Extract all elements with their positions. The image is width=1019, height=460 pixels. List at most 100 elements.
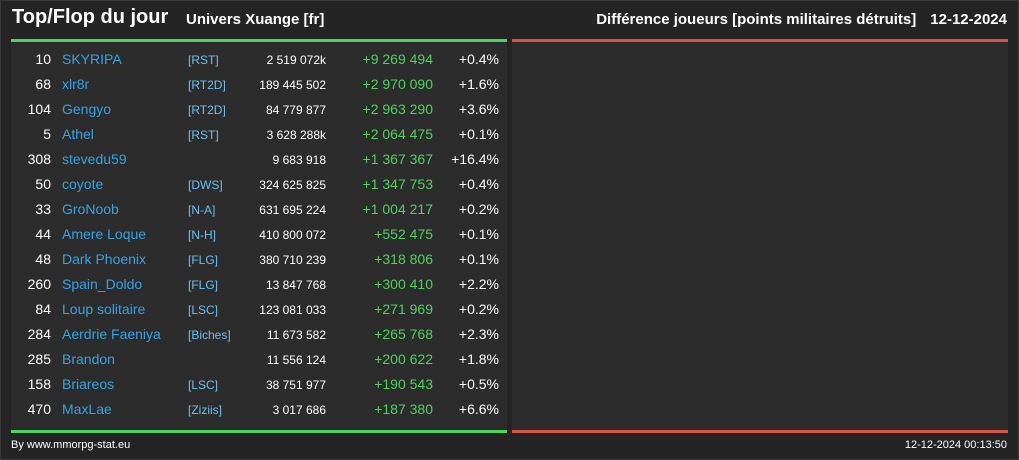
footer-credit[interactable]: By www.mmorpg-stat.eu xyxy=(11,439,131,451)
table-row: 50 coyote [DWS] 324 625 825 +1 347 753 +0.4% xyxy=(11,172,507,197)
ranking-subtitle: Différence joueurs [points militaires dé… xyxy=(596,11,917,28)
table-row: 10 SKYRIPA [RST] 2 519 072k +9 269 494 +0.4% xyxy=(11,47,507,72)
rank-cell: 260 xyxy=(27,276,51,292)
alliance-tag-link[interactable]: [RST] xyxy=(188,53,219,67)
player-name-link[interactable]: coyote xyxy=(62,176,104,192)
percent-cell: +0.2% xyxy=(458,301,499,317)
difference-cell: +552 475 xyxy=(374,226,433,242)
difference-cell: +200 622 xyxy=(374,351,433,367)
percent-cell: +0.4% xyxy=(458,51,499,67)
difference-cell: +318 806 xyxy=(374,251,433,267)
difference-cell: +271 969 xyxy=(374,301,433,317)
percent-cell: +1.8% xyxy=(458,351,499,367)
alliance-tag-link[interactable]: [FLG] xyxy=(188,253,219,267)
rank-cell: 158 xyxy=(27,376,51,392)
player-name-link[interactable]: Briareos xyxy=(62,376,115,392)
player-name-link[interactable]: Gengyo xyxy=(62,101,112,117)
difference-cell: +2 970 090 xyxy=(362,76,433,92)
percent-cell: +0.1% xyxy=(458,251,499,267)
difference-cell: +187 380 xyxy=(374,401,433,417)
percent-cell: +1.6% xyxy=(458,76,499,92)
difference-cell: +1 004 217 xyxy=(362,201,433,217)
points-cell: 324 625 825 xyxy=(259,178,326,192)
alliance-tag-link[interactable]: [LSC] xyxy=(188,378,219,392)
rank-cell: 68 xyxy=(35,76,51,92)
flop-divider-top xyxy=(512,39,1008,42)
difference-cell: +190 543 xyxy=(374,376,433,392)
alliance-tag-link[interactable]: [N-A] xyxy=(188,203,216,217)
player-name-link[interactable]: SKYRIPA xyxy=(62,51,122,67)
table-row: 48 Dark Phoenix [FLG] 380 710 239 +318 806 +0… xyxy=(11,247,507,272)
points-cell: 123 081 033 xyxy=(259,303,326,317)
percent-cell: +2.3% xyxy=(458,326,499,342)
table-row: 84 Loup solitaire [LSC] 123 081 033 +271 969… xyxy=(11,297,507,322)
player-name-link[interactable]: Aerdrie Faeniya xyxy=(62,326,161,342)
points-cell: 38 751 977 xyxy=(265,378,326,392)
table-row: 44 Amere Loque [N-H] 410 800 072 +552 475 +0.… xyxy=(11,222,507,247)
table-row: 470 MaxLae [Ziziis] 3 017 686 +187 380 +6.6% xyxy=(11,397,507,422)
difference-cell: +9 269 494 xyxy=(362,51,433,67)
percent-cell: +2.2% xyxy=(458,276,499,292)
top-list: 10 SKYRIPA [RST] 2 519 072k +9 269 494 +0.4% 6… xyxy=(11,47,507,422)
points-cell: 84 779 877 xyxy=(265,103,326,117)
rank-cell: 44 xyxy=(35,226,51,242)
percent-cell: +6.6% xyxy=(458,401,499,417)
table-row: 33 GroNoob [N-A] 631 695 224 +1 004 217 +0.2% xyxy=(11,197,507,222)
player-name-link[interactable]: Loup solitaire xyxy=(62,301,146,317)
table-row: 285 Brandon 11 556 124 +200 622 +1.8% xyxy=(11,347,507,372)
rank-cell: 284 xyxy=(27,326,51,342)
player-name-link[interactable]: Brandon xyxy=(62,351,115,367)
player-name-link[interactable]: Athel xyxy=(62,126,94,142)
alliance-tag-link[interactable]: [LSC] xyxy=(188,303,219,317)
flop-divider-bottom xyxy=(512,430,1008,433)
alliance-tag-link[interactable]: [Biches] xyxy=(188,328,231,342)
player-name-link[interactable]: stevedu59 xyxy=(62,151,127,167)
player-name-link[interactable]: Amere Loque xyxy=(62,226,147,242)
difference-cell: +265 768 xyxy=(374,326,433,342)
alliance-tag-link[interactable]: [RST] xyxy=(188,128,219,142)
top-panel xyxy=(11,42,507,430)
player-name-link[interactable]: Dark Phoenix xyxy=(62,251,147,267)
alliance-tag-link[interactable]: [RT2D] xyxy=(188,103,226,117)
alliance-tag-link[interactable]: [Ziziis] xyxy=(188,403,222,417)
header-right: Différence joueurs [points militaires dé… xyxy=(596,11,1007,28)
alliance-tag-link[interactable]: [N-H] xyxy=(188,228,216,242)
universe-name: Univers Xuange [fr] xyxy=(186,11,325,28)
difference-cell: +1 367 367 xyxy=(362,151,433,167)
table-row: 308 stevedu59 9 683 918 +1 367 367 +16.4% xyxy=(11,147,507,172)
footer-timestamp: 12-12-2024 00:13:50 xyxy=(904,439,1007,451)
page-title: Top/Flop du jour xyxy=(12,6,169,28)
percent-cell: +16.4% xyxy=(451,151,499,167)
table-row: 284 Aerdrie Faeniya [Biches] 11 673 582 +265… xyxy=(11,322,507,347)
rank-cell: 10 xyxy=(35,51,51,67)
player-name-link[interactable]: xlr8r xyxy=(62,76,90,92)
table-row: 5 Athel [RST] 3 628 288k +2 064 475 +0.1% xyxy=(11,122,507,147)
points-cell: 11 673 582 xyxy=(266,328,326,342)
table-row: 104 Gengyo [RT2D] 84 779 877 +2 963 290 +3.6% xyxy=(11,97,507,122)
alliance-tag-link[interactable]: [FLG] xyxy=(188,278,219,292)
alliance-tag-link[interactable]: [DWS] xyxy=(188,178,223,192)
player-name-link[interactable]: Spain_Doldo xyxy=(62,276,143,292)
player-name-link[interactable]: GroNoob xyxy=(62,201,119,217)
rank-cell: 285 xyxy=(27,351,51,367)
difference-cell: +300 410 xyxy=(374,276,433,292)
rank-cell: 50 xyxy=(35,176,51,192)
alliance-tag-link[interactable]: [RT2D] xyxy=(188,78,226,92)
player-name-link[interactable]: MaxLae xyxy=(62,401,112,417)
points-cell: 410 800 072 xyxy=(259,228,326,242)
rank-cell: 470 xyxy=(27,401,51,417)
points-cell: 9 683 918 xyxy=(272,153,326,167)
table-row: 68 xlr8r [RT2D] 189 445 502 +2 970 090 +1.6% xyxy=(11,72,507,97)
top-divider-bottom xyxy=(11,430,507,433)
percent-cell: +0.1% xyxy=(458,226,499,242)
rank-cell: 33 xyxy=(35,201,51,217)
rank-cell: 5 xyxy=(43,126,51,142)
difference-cell: +2 064 475 xyxy=(362,126,433,142)
top-divider-top xyxy=(11,39,507,42)
rank-cell: 48 xyxy=(35,251,51,267)
percent-cell: +0.4% xyxy=(458,176,499,192)
points-cell: 631 695 224 xyxy=(259,203,326,217)
percent-cell: +0.2% xyxy=(458,201,499,217)
points-cell: 3 017 686 xyxy=(272,403,326,417)
difference-cell: +2 963 290 xyxy=(362,101,433,117)
